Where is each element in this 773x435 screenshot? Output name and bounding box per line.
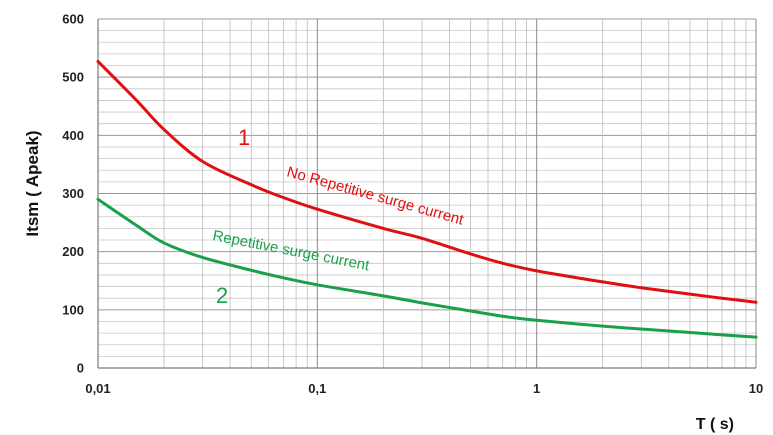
y-tick-label: 500 (62, 70, 84, 85)
y-tick-label: 100 (62, 302, 84, 317)
x-tick-label: 0,1 (308, 381, 326, 396)
series-1-name: No Repetitive surge current (285, 163, 466, 228)
x-axis-title: T ( s) (696, 416, 734, 433)
x-tick-label: 1 (533, 381, 540, 396)
grid (97, 18, 757, 369)
tick-labels: 0 100 200 300 400 500 600 0,01 0,1 1 10 Itsm ( Apea… (23, 12, 763, 434)
y-tick-label: 400 (62, 128, 84, 143)
y-tick-label: 600 (62, 12, 84, 27)
axes (97, 19, 756, 369)
series-1-marker: 1 (238, 125, 250, 150)
y-axis-title: Itsm ( Apeak) (23, 130, 42, 236)
series-lines (96, 59, 758, 339)
x-tick-label: 0,01 (85, 381, 110, 396)
y-tick-label: 200 (62, 244, 84, 259)
series-line-2 (96, 197, 758, 339)
series-line-1 (96, 59, 758, 304)
y-tick-label: 0 (77, 361, 84, 376)
y-tick-label: 300 (62, 186, 84, 201)
series-2-marker: 2 (216, 283, 228, 308)
x-tick-label: 10 (749, 381, 763, 396)
